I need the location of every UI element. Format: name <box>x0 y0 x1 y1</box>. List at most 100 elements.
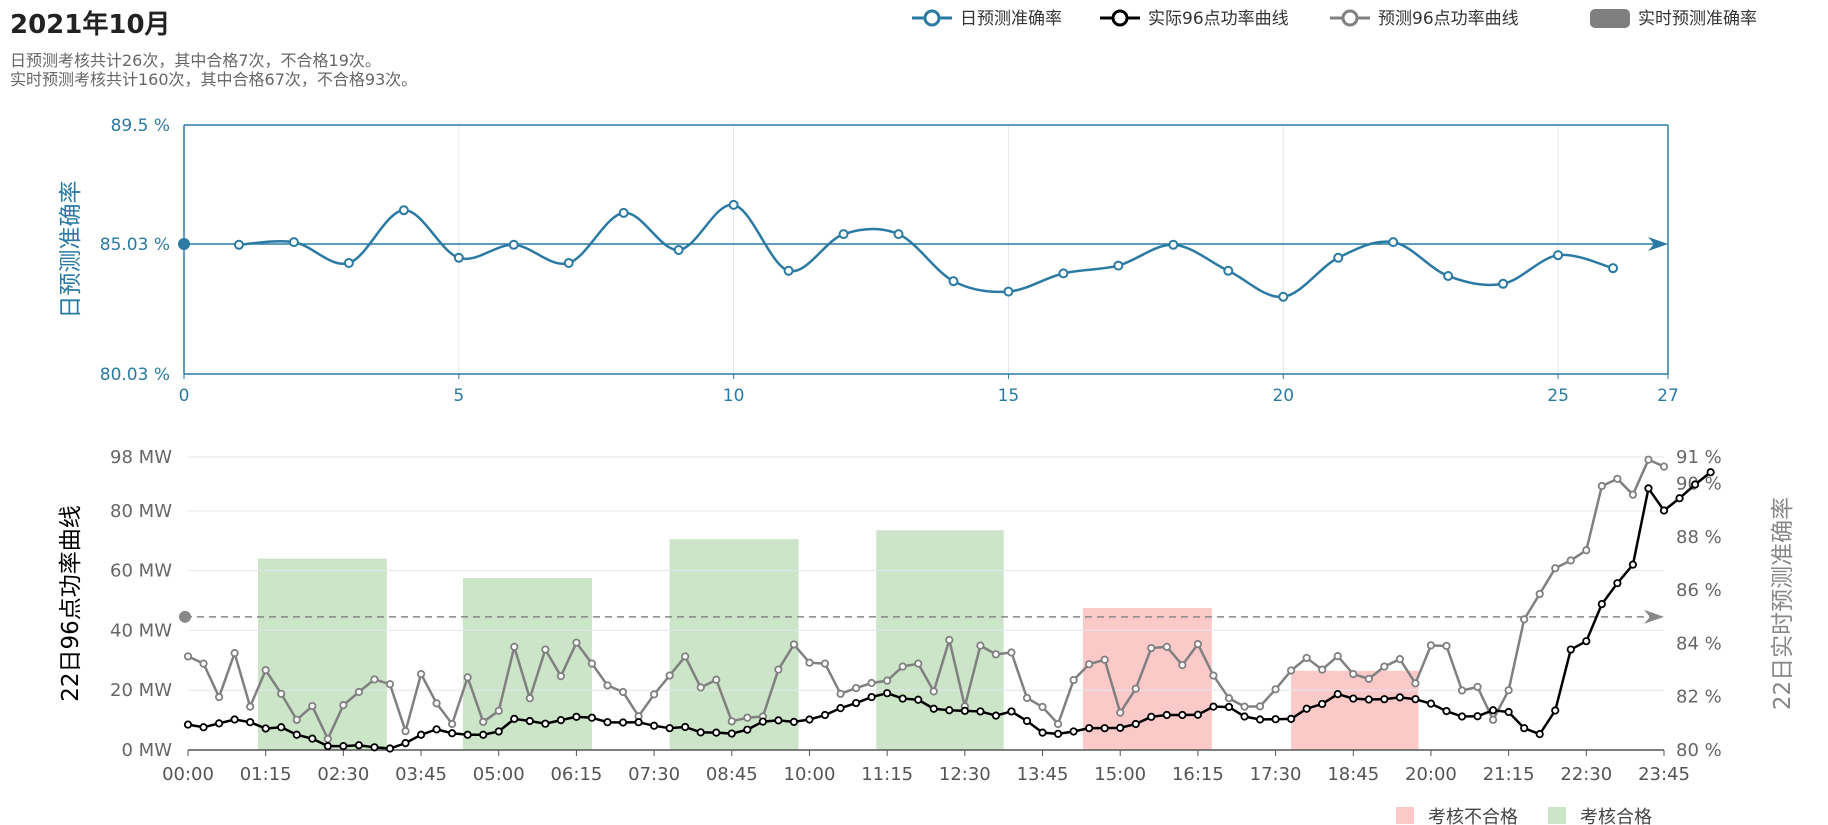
top-x-tick-label: 20 <box>1272 386 1294 406</box>
legend-marker-swatch <box>1341 9 1359 27</box>
bottom-x-tick-label: 15:00 <box>1094 764 1146 785</box>
predicted-power-point <box>696 683 705 692</box>
bottom-legend-item-0[interactable]: 考核不合格 <box>1396 807 1518 825</box>
bottom-right-tick-label: 86 % <box>1676 580 1722 601</box>
predicted-power-point <box>1364 674 1373 683</box>
legend-label: 实际96点功率曲线 <box>1148 9 1289 29</box>
predicted-power-point <box>385 680 395 689</box>
actual-power-point <box>370 743 379 752</box>
top-y-tick-label: 80.03 % <box>100 365 170 385</box>
legend-item-0[interactable]: 日预测准确率 <box>912 9 1062 29</box>
predicted-power-point <box>1147 643 1156 653</box>
legend-item-1[interactable]: 实际96点功率曲线 <box>1100 9 1289 29</box>
daily-accuracy-point <box>288 237 299 248</box>
actual-power-point <box>1069 727 1078 736</box>
bottom-x-tick-label: 13:45 <box>1017 764 1069 785</box>
actual-power-point <box>1287 714 1296 724</box>
actual-power-point <box>416 730 426 739</box>
predicted-power-point <box>1520 615 1529 624</box>
predicted-power-point <box>1100 655 1109 664</box>
actual-power-point <box>1520 724 1529 733</box>
actual-power-point <box>494 727 503 736</box>
actual-power-point <box>712 728 721 737</box>
actual-power-point <box>1178 710 1187 720</box>
actual-power-point <box>1473 712 1482 721</box>
legend-label: 预测96点功率曲线 <box>1378 9 1519 29</box>
predicted-power-point <box>494 706 503 715</box>
predicted-power-point <box>1442 641 1451 651</box>
predicted-power-point <box>727 717 736 726</box>
legend-item-3[interactable]: 实时预测准确率 <box>1590 9 1757 29</box>
top-reference-arrow <box>1648 237 1668 251</box>
actual-power-point <box>1613 579 1622 588</box>
top-x-tick-label: 15 <box>998 386 1020 406</box>
daily-accuracy-point <box>233 239 244 250</box>
actual-power-point <box>556 716 565 725</box>
predicted-power-point <box>1007 648 1016 657</box>
actual-power-point <box>292 730 301 739</box>
actual-power-point <box>1085 724 1094 733</box>
top-legend[interactable]: 日预测准确率 实际96点功率曲线 预测96点功率曲线 实时预测准确率 <box>912 9 1757 29</box>
predicted-power-point <box>665 671 674 680</box>
actual-power-point <box>914 695 923 704</box>
actual-power-point <box>1675 494 1684 503</box>
bottom-x-tick-label: 00:00 <box>162 764 214 785</box>
predicted-power-point <box>1644 455 1653 464</box>
bottom-x-tick-label: 05:00 <box>473 764 525 785</box>
top-y-axis-title: 日预测准确率 <box>58 181 84 319</box>
actual-power-point <box>618 718 628 727</box>
bottom-y-tick-label: 0 MW <box>121 740 172 761</box>
predicted-power-point <box>1069 675 1078 685</box>
assessment-band <box>1291 670 1419 750</box>
bottom-x-tick-label: 08:45 <box>706 764 758 785</box>
actual-power-point <box>696 728 705 737</box>
legend-item-2[interactable]: 预测96点功率曲线 <box>1330 9 1519 29</box>
actual-power-point <box>510 714 519 724</box>
predicted-power-point <box>463 673 472 682</box>
predicted-power-point <box>650 690 659 699</box>
top-x-tick-label: 27 <box>1657 386 1679 406</box>
actual-power-point <box>308 734 317 743</box>
daily-accuracy-point <box>673 244 684 255</box>
actual-power-point <box>1224 702 1234 712</box>
daily-accuracy-point <box>1223 265 1234 276</box>
actual-power-point <box>1457 712 1467 721</box>
actual-power-point <box>774 716 783 725</box>
bottom-y-tick-label: 80 MW <box>110 501 172 522</box>
actual-power-point <box>1271 715 1280 724</box>
predicted-power-point <box>1457 686 1467 695</box>
actual-power-point <box>1147 712 1156 721</box>
bottom-legend-item-1[interactable]: 考核合格 <box>1548 807 1652 825</box>
predicted-power-point <box>1178 660 1187 670</box>
actual-power-point <box>448 729 457 738</box>
actual-power-point <box>634 718 643 727</box>
actual-power-point <box>1566 645 1575 654</box>
daily-accuracy-point <box>728 199 739 210</box>
predicted-power-point <box>1131 684 1140 693</box>
actual-power-point <box>1131 719 1140 729</box>
actual-power-point <box>1488 706 1498 715</box>
actual-power-point <box>743 725 752 734</box>
actual-power-point <box>1053 729 1063 738</box>
predicted-power-point <box>1287 666 1296 675</box>
predicted-power-point <box>1659 462 1669 471</box>
bottom-x-tick-label: 21:15 <box>1483 764 1535 785</box>
bottom-x-tick-label: 01:15 <box>240 764 292 785</box>
daily-accuracy-point <box>508 239 519 250</box>
predicted-power-point <box>230 649 239 658</box>
actual-power-point <box>230 715 239 724</box>
predicted-power-point <box>898 662 907 671</box>
bottom-legend[interactable]: 考核不合格 考核合格 <box>1396 807 1652 825</box>
top-x-tick-label: 10 <box>723 386 745 406</box>
actual-power-point <box>1411 695 1420 704</box>
predicted-power-point <box>587 659 597 668</box>
predicted-power-point <box>789 640 799 649</box>
actual-power-point <box>665 724 674 733</box>
predicted-power-point <box>1240 702 1249 711</box>
daily-accuracy-point <box>783 265 794 276</box>
actual-power-point <box>1504 707 1513 717</box>
actual-power-point <box>432 725 441 734</box>
predicted-power-point <box>448 719 457 729</box>
daily-accuracy-point <box>618 207 629 218</box>
bottom-x-tick-label: 22:30 <box>1560 764 1612 785</box>
